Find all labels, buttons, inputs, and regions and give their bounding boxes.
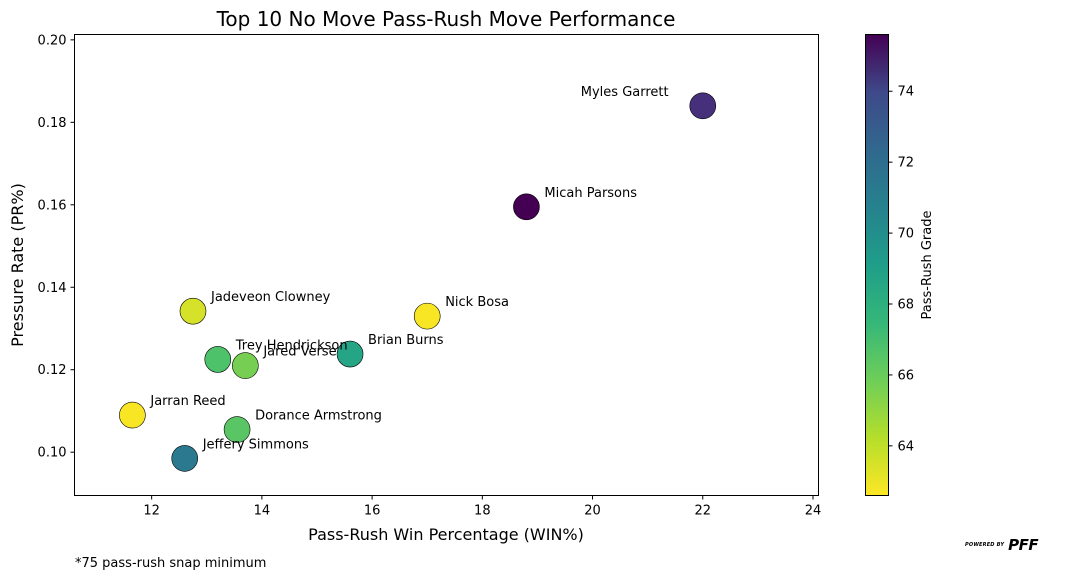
- x-tick-label: 18: [474, 504, 491, 519]
- y-axis: 0.10 0.12 0.14 0.16 0.18 0.20: [38, 33, 75, 461]
- point-labels: Myles Garrett Micah Parsons Jadeveon Clown…: [149, 85, 668, 453]
- chart-title: Top 10 No Move Pass-Rush Move Performanc…: [216, 7, 676, 31]
- y-tick-label: 0.18: [38, 116, 67, 131]
- x-tick-label: 22: [694, 504, 711, 519]
- data-point: [223, 416, 251, 443]
- powered-by-text: POWERED BY: [965, 542, 1005, 548]
- data-point: [204, 346, 232, 373]
- data-point: [413, 302, 441, 330]
- y-axis-label: Pressure Rate (PR%): [8, 183, 27, 347]
- colorbar-ticks: 64 66 68 70 72 74: [888, 85, 915, 454]
- x-tick-label: 24: [805, 504, 822, 519]
- footnote: *75 pass-rush snap minimum: [75, 556, 267, 571]
- point-label: Trey Hendrickson: [235, 338, 348, 353]
- colorbar-tick-label: 68: [898, 298, 915, 313]
- point-label: Dorance Armstrong: [255, 409, 382, 424]
- data-point: [171, 445, 199, 472]
- data-point: [513, 193, 540, 221]
- data-points: [119, 92, 717, 472]
- data-point: [119, 401, 146, 429]
- colorbar-tick-label: 70: [898, 227, 915, 242]
- colorbar: [865, 34, 889, 496]
- point-label: Jadeveon Clowney: [210, 290, 331, 305]
- y-tick-label: 0.14: [38, 281, 67, 296]
- colorbar-tick-label: 66: [898, 368, 915, 383]
- colorbar-tick-label: 64: [898, 439, 915, 454]
- x-axis-label: Pass-Rush Win Percentage (WIN%): [308, 525, 584, 544]
- point-label: Jared Verse: [262, 345, 336, 360]
- y-tick-label: 0.12: [38, 363, 67, 378]
- data-point: [232, 352, 259, 379]
- data-point: [179, 297, 207, 325]
- y-tick-label: 0.20: [38, 33, 67, 48]
- x-axis: 12 14 16 18 20 22 24: [143, 495, 822, 519]
- point-label: Micah Parsons: [544, 186, 637, 201]
- y-tick-label: 0.16: [38, 198, 67, 213]
- data-point: [336, 340, 364, 368]
- point-label: Brian Burns: [368, 333, 444, 348]
- point-label: Jeffery Simmons: [202, 437, 309, 452]
- colorbar-tick-label: 74: [898, 85, 915, 100]
- point-label: Jarran Reed: [149, 394, 225, 409]
- y-tick-label: 0.10: [38, 446, 67, 461]
- colorbar-tick-label: 72: [898, 156, 915, 171]
- point-label: Nick Bosa: [445, 295, 509, 310]
- x-tick-label: 20: [584, 504, 601, 519]
- point-label: Myles Garrett: [581, 85, 669, 100]
- x-tick-label: 16: [364, 504, 381, 519]
- colorbar-label: Pass-Rush Grade: [920, 211, 935, 320]
- pff-logo: POWERED BY PFF: [965, 536, 1039, 554]
- pff-wordmark: PFF: [1008, 536, 1039, 554]
- data-point: [689, 92, 717, 120]
- x-tick-label: 12: [143, 504, 160, 519]
- x-tick-label: 14: [254, 504, 271, 519]
